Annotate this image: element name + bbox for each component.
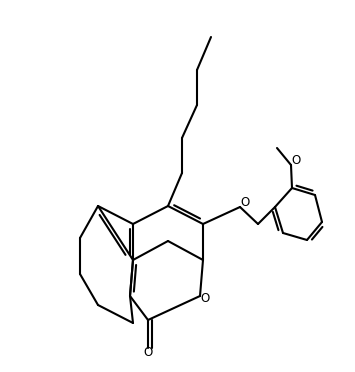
Text: O: O [291,154,301,167]
Text: O: O [240,196,250,208]
Text: O: O [143,346,153,359]
Text: O: O [200,292,209,305]
